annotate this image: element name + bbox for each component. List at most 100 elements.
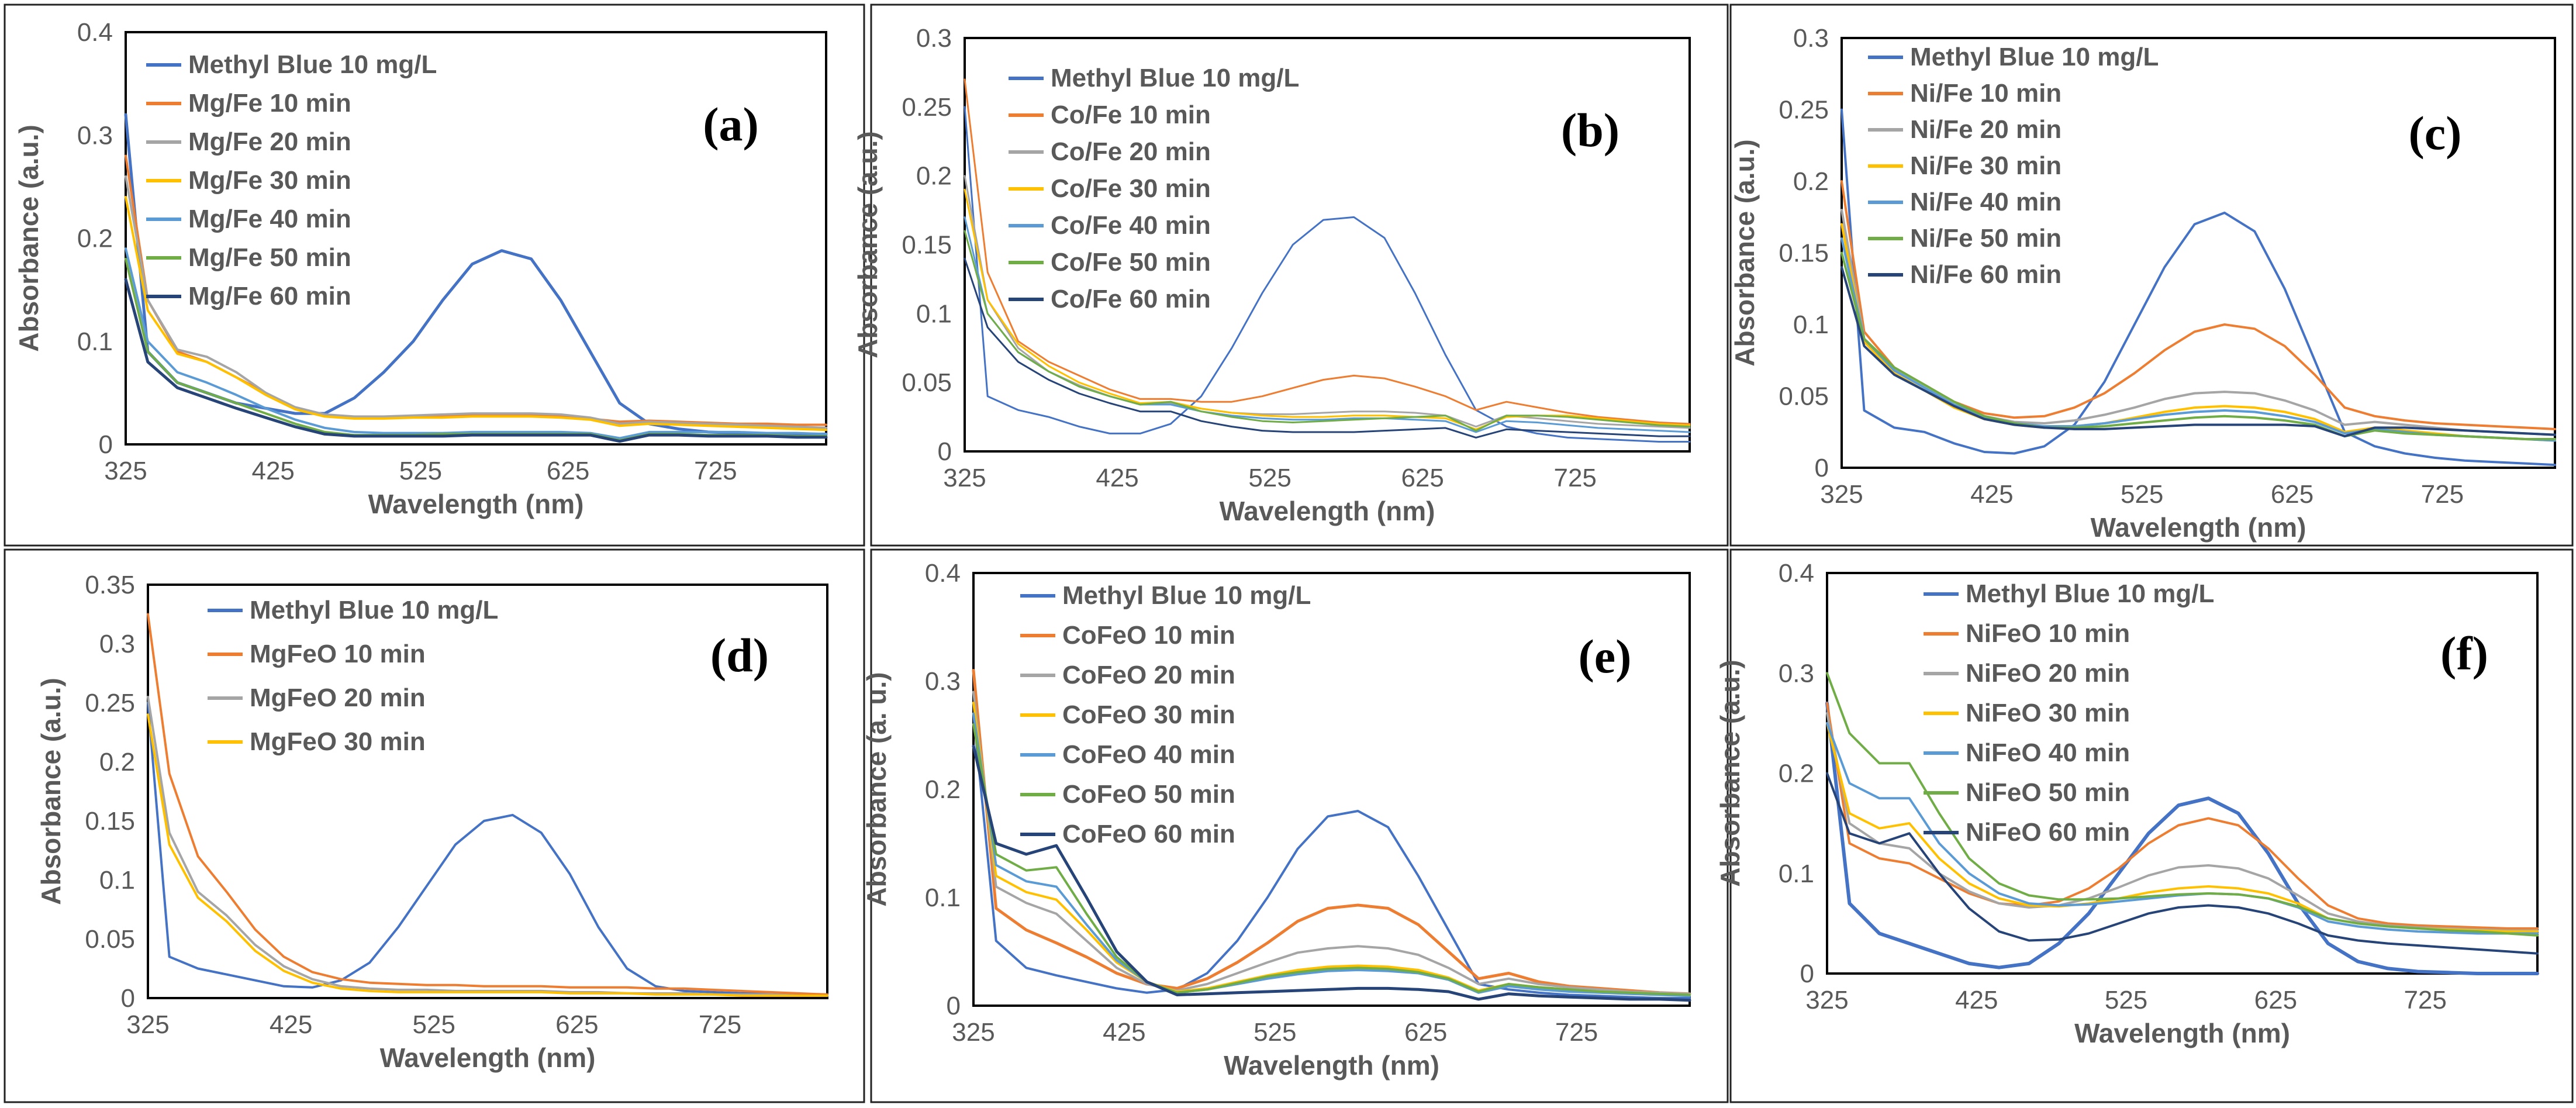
x-tick-label: 625	[2271, 480, 2313, 509]
legend-label: MgFeO 10 min	[250, 640, 426, 668]
y-tick-label: 0.1	[99, 866, 135, 895]
legend-label: NiFeO 30 min	[1966, 699, 2130, 727]
y-tick-label: 0.2	[99, 748, 135, 776]
y-tick-label: 0.2	[77, 225, 113, 253]
x-axis-title: Wavelength (nm)	[380, 1043, 596, 1073]
y-tick-label: 0.1	[916, 299, 952, 328]
legend-label: Ni/Fe 60 min	[1910, 260, 2062, 289]
x-axis-title: Wavelength (nm)	[2091, 512, 2306, 543]
legend-label: NiFeO 40 min	[1966, 738, 2130, 767]
y-tick-label: 0	[1800, 959, 1814, 988]
x-tick-label: 325	[1805, 986, 1848, 1014]
plot-area	[125, 31, 827, 446]
series-line	[1841, 266, 2556, 438]
chart-panel: 0 0.1 0.2 0.3 0.4 325 425 525 625 725 Wavelength (…	[861, 559, 1691, 1081]
legend-label: Methyl Blue 10 mg/L	[1051, 64, 1299, 92]
plot-area	[964, 37, 1691, 453]
x-tick-label: 725	[2404, 986, 2446, 1014]
x-tick-label: 725	[1553, 464, 1596, 492]
y-tick-label: 0.05	[85, 925, 135, 954]
y-tick-label: 0.1	[925, 883, 961, 912]
chart-panel: 0 0.1 0.2 0.3 0.4 325 425 525 625 725 Wavelength (…	[1715, 559, 2539, 1048]
legend-label: Mg/Fe 50 min	[188, 243, 351, 272]
x-tick-label: 525	[413, 1010, 455, 1039]
panel-frame	[870, 548, 1729, 1103]
panel-frame	[1729, 548, 2574, 1103]
y-tick-label: 0.4	[77, 18, 113, 47]
series-line	[964, 257, 1691, 439]
x-tick-label: 525	[1248, 464, 1291, 492]
x-tick-label: 625	[1401, 464, 1444, 492]
legend-label: Methyl Blue 10 mg/L	[1966, 579, 2214, 608]
y-tick-label: 0.1	[77, 327, 113, 356]
legend-label: Methyl Blue 10 mg/L	[1062, 581, 1311, 610]
series-line	[964, 106, 1691, 443]
y-axis-title: Absorbance (a.u.)	[852, 131, 883, 358]
legend-label: Co/Fe 60 min	[1051, 285, 1211, 313]
series-line	[1826, 672, 2539, 937]
x-tick-label: 725	[699, 1010, 741, 1039]
legend-label: Mg/Fe 40 min	[188, 205, 351, 233]
x-tick-label: 425	[1970, 480, 2013, 509]
panel-label: (f)	[2440, 627, 2488, 680]
chart-panel: 0 0.1 0.2 0.3 0.4 325 425 525 625 725 Wavelength (…	[13, 18, 828, 519]
y-tick-label: 0.4	[925, 559, 961, 588]
y-tick-label: 0.15	[85, 807, 135, 836]
series-line	[964, 78, 1691, 425]
x-tick-label: 625	[2254, 986, 2297, 1014]
x-axis-title: Wavelength (nm)	[1220, 496, 1435, 526]
series-line	[1841, 108, 2556, 467]
legend-label: NiFeO 50 min	[1966, 778, 2130, 807]
legend-label: CoFeO 60 min	[1062, 820, 1235, 848]
x-tick-label: 725	[2421, 480, 2464, 509]
legend-label: Co/Fe 10 min	[1051, 101, 1211, 129]
y-axis-title: Absorbance (a.u.)	[13, 125, 44, 352]
chart-panel: 0 0.05 0.1 0.15 0.2 0.25 0.3 325 425 525 625 725 Wav…	[852, 24, 1691, 526]
y-tick-label: 0.3	[99, 630, 135, 658]
legend-label: CoFeO 50 min	[1062, 780, 1235, 809]
y-tick-label: 0.25	[1779, 96, 1829, 125]
legend-label: Ni/Fe 50 min	[1910, 224, 2062, 253]
x-axis-title: Wavelength (nm)	[368, 489, 584, 519]
x-tick-label: 425	[1096, 464, 1138, 492]
y-tick-label: 0.2	[1793, 167, 1829, 196]
x-tick-label: 525	[2105, 986, 2147, 1014]
y-tick-label: 0.15	[1779, 239, 1829, 268]
x-tick-label: 425	[1955, 986, 1998, 1014]
series-line	[125, 175, 827, 429]
panel-frame	[4, 4, 865, 547]
x-axis-title: Wavelength (nm)	[1224, 1050, 1439, 1081]
series-line	[972, 744, 1691, 1002]
x-tick-label: 425	[270, 1010, 312, 1039]
series-line	[1841, 251, 2556, 440]
y-tick-label: 0.35	[85, 571, 135, 599]
y-tick-label: 0	[947, 992, 961, 1020]
legend-label: Co/Fe 40 min	[1051, 211, 1211, 240]
y-tick-label: 0.3	[77, 121, 113, 150]
legend-label: Co/Fe 50 min	[1051, 248, 1211, 277]
legend-label: NiFeO 60 min	[1966, 818, 2130, 847]
panel-label: (c)	[2408, 106, 2461, 160]
legend-label: Methyl Blue 10 mg/L	[1910, 43, 2159, 71]
y-tick-label: 0.3	[916, 24, 952, 53]
series-line	[1826, 702, 2539, 930]
legend-label: Methyl Blue 10 mg/L	[250, 596, 498, 624]
legend-label: MgFeO 30 min	[250, 727, 426, 756]
legend-label: NiFeO 10 min	[1966, 619, 2130, 648]
legend-label: Methyl Blue 10 mg/L	[188, 50, 437, 79]
legend-label: Mg/Fe 10 min	[188, 89, 351, 118]
series-line	[1826, 772, 2539, 955]
legend-label: MgFeO 20 min	[250, 684, 426, 712]
y-tick-label: 0.2	[1779, 760, 1814, 788]
series-line	[1825, 701, 2539, 975]
x-tick-label: 725	[694, 457, 737, 485]
y-tick-label: 0.2	[925, 775, 961, 804]
legend-label: CoFeO 20 min	[1062, 661, 1235, 689]
x-axis-title: Wavelength (nm)	[2074, 1018, 2290, 1048]
legend-label: Mg/Fe 30 min	[188, 166, 351, 195]
x-tick-label: 525	[2121, 480, 2163, 509]
y-tick-label: 0	[938, 437, 952, 466]
x-tick-label: 325	[1820, 480, 1863, 509]
y-tick-label: 0	[1815, 454, 1829, 482]
